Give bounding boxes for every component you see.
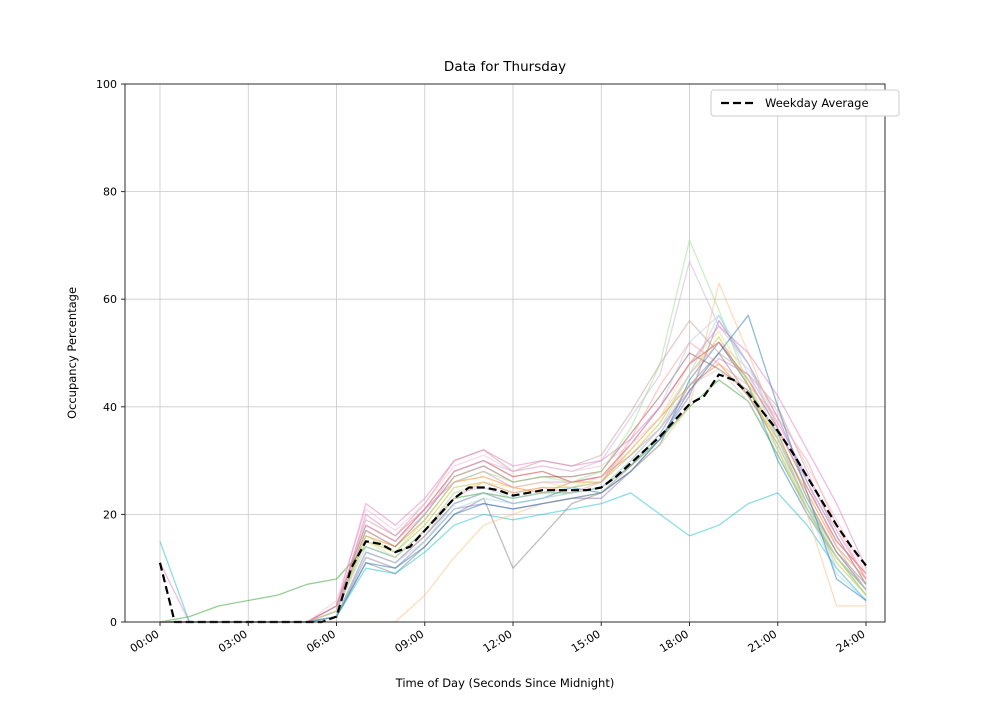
legend: Weekday Average — [710, 89, 900, 117]
y-tick-label: 60 — [103, 293, 117, 306]
y-tick-label: 20 — [103, 508, 117, 521]
x-tick-label: 15:00 — [569, 628, 603, 656]
x-tick-label: 06:00 — [304, 628, 338, 656]
x-tick-label: 24:00 — [834, 628, 868, 656]
x-tick-label: 09:00 — [393, 628, 427, 656]
x-tick-label: 18:00 — [657, 628, 691, 656]
legend-label: Weekday Average — [765, 96, 869, 110]
y-tick-label: 0 — [110, 616, 117, 629]
y-axis-label: Occupancy Percentage — [65, 287, 79, 419]
chart-title: Data for Thursday — [444, 59, 566, 75]
x-tick-label: 00:00 — [128, 628, 162, 656]
plot-area: 00:00 03:00 06:00 09:00 12:00 15:00 18:00 21:00… — [96, 78, 886, 656]
y-tick-label: 100 — [96, 78, 117, 91]
x-tick-label: 21:00 — [746, 628, 780, 656]
y-tick-label: 40 — [103, 401, 117, 414]
x-axis-label: Time of Day (Seconds Since Midnight) — [395, 676, 615, 690]
legend-box — [710, 89, 900, 117]
axes-box — [124, 83, 886, 623]
x-tick-label: 12:00 — [481, 628, 515, 656]
x-tick-label: 03:00 — [216, 628, 250, 656]
y-tick-label: 80 — [103, 186, 117, 199]
